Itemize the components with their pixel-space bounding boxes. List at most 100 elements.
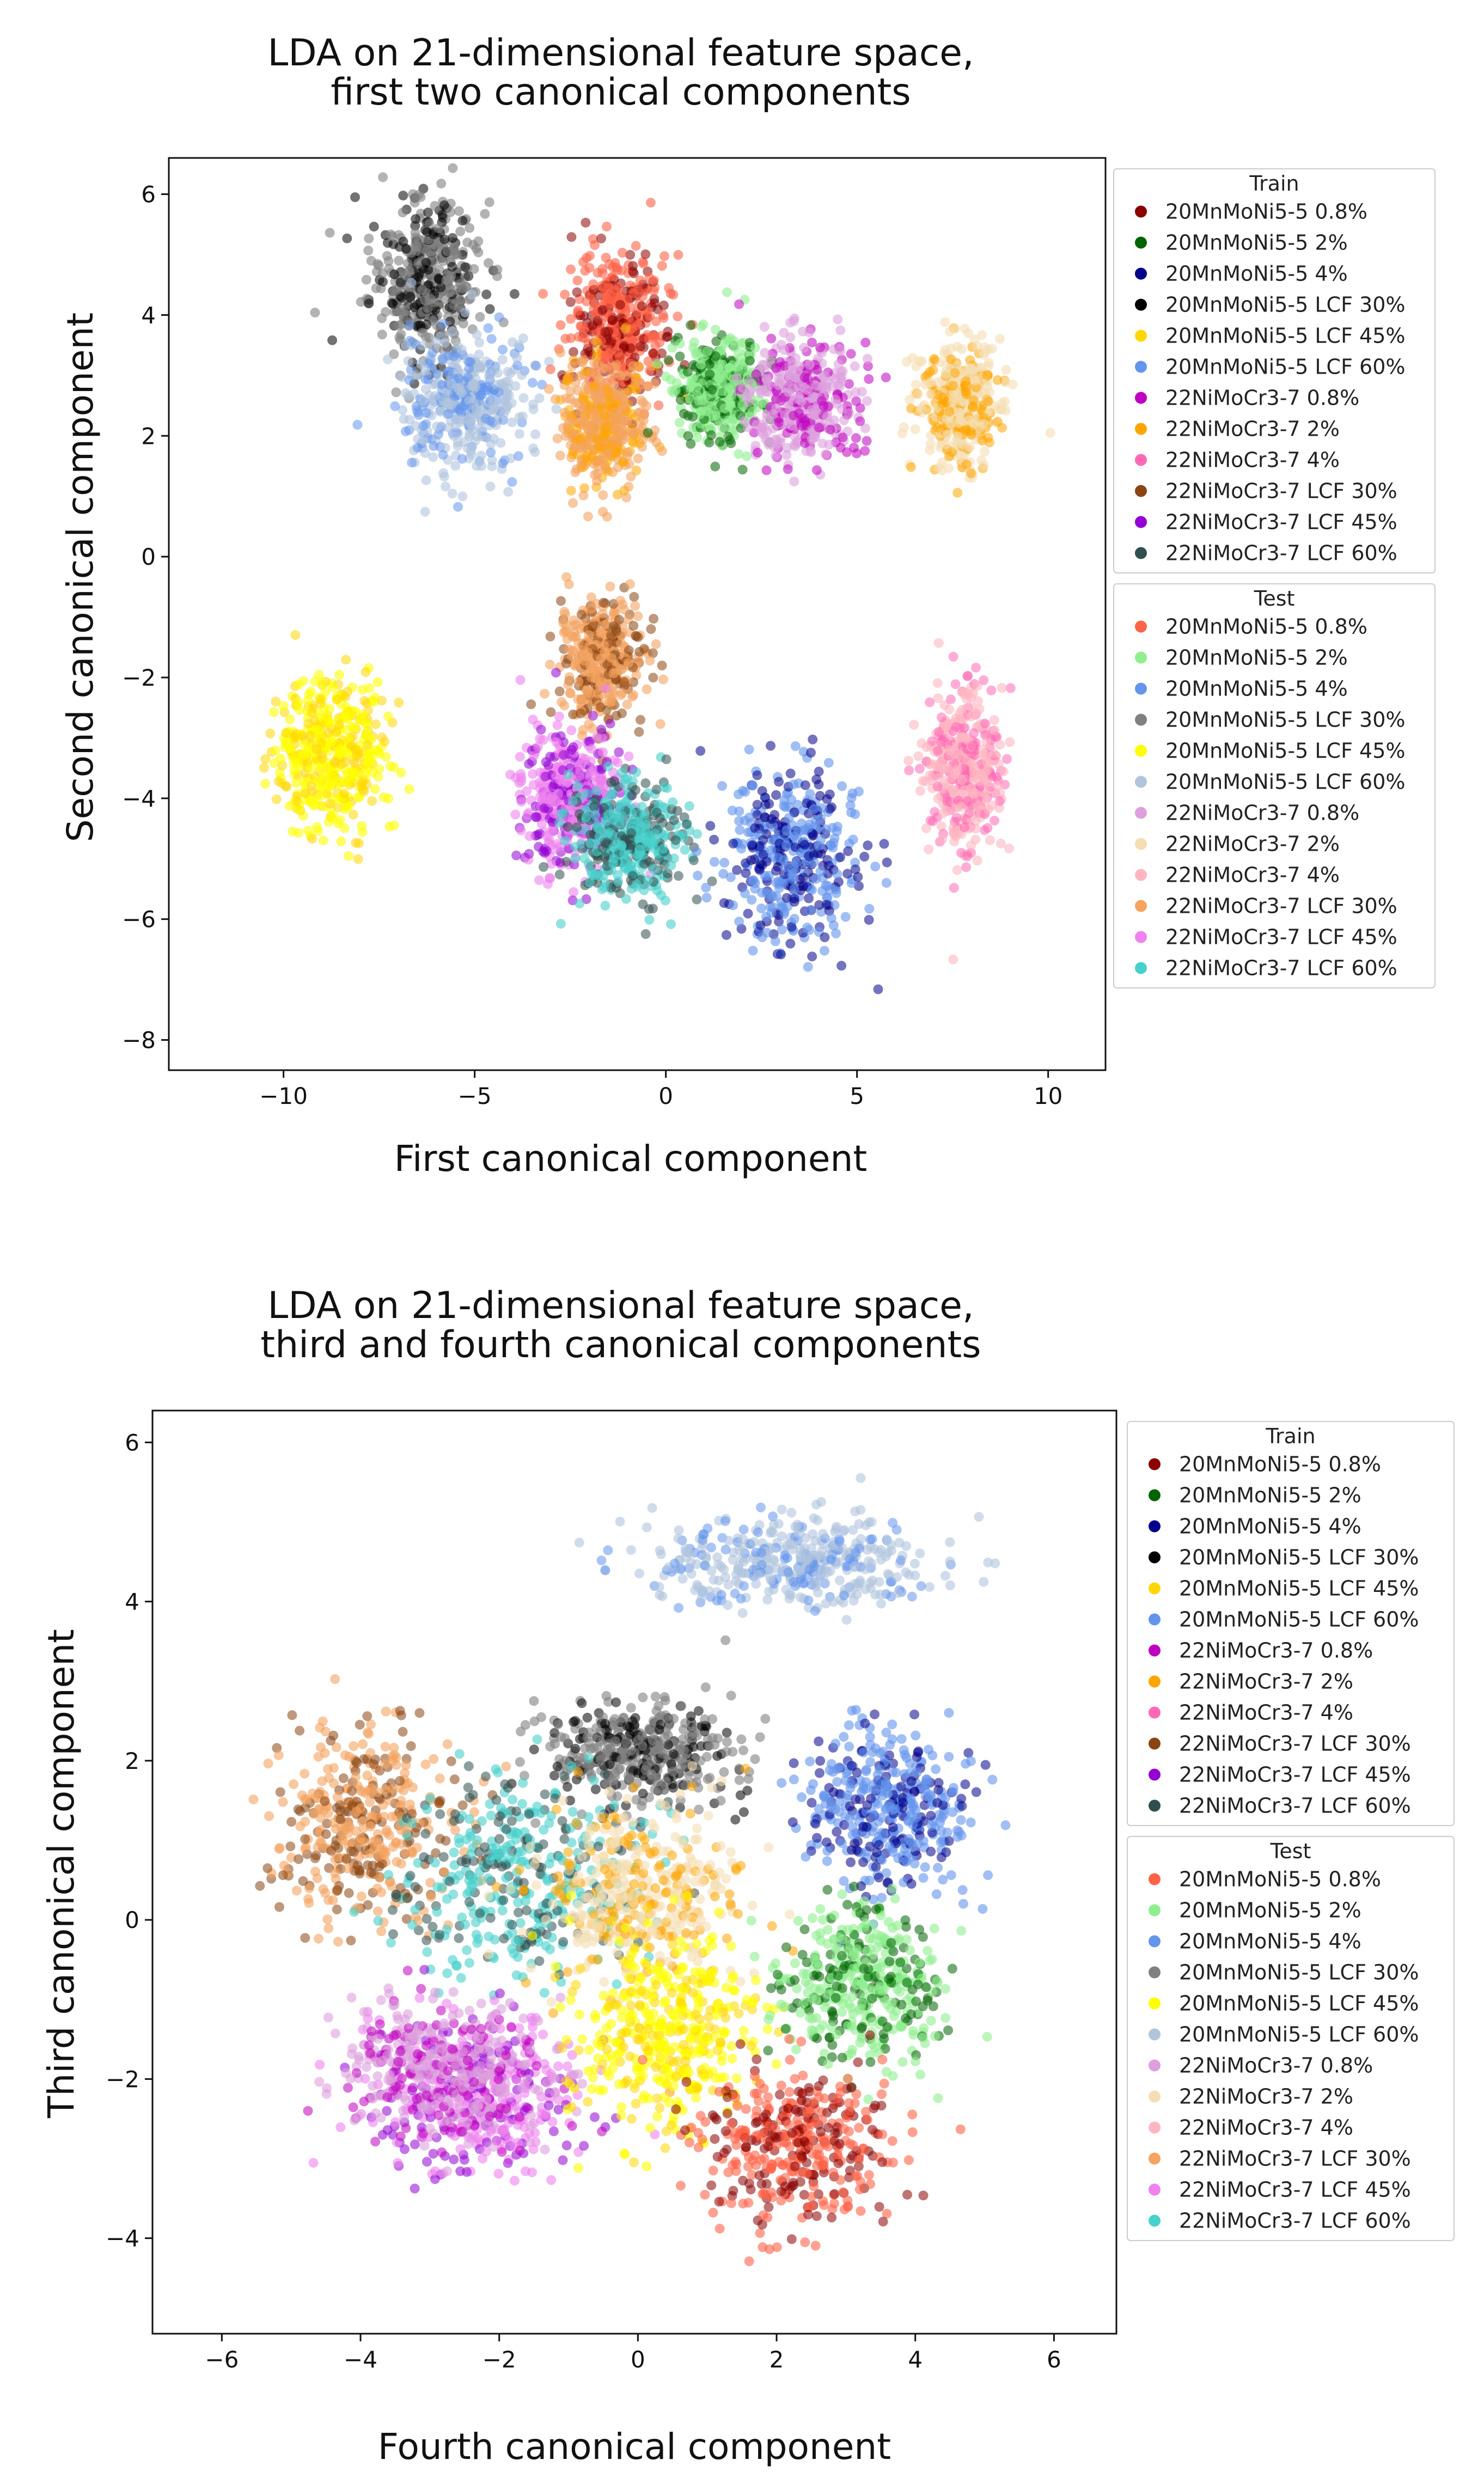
scatter-point [497, 355, 508, 365]
scatter-point [441, 481, 451, 492]
scatter-point [398, 405, 408, 415]
scatter-point [586, 420, 596, 430]
scatter-point [494, 312, 504, 322]
scatter-point [361, 274, 371, 285]
scatter-point [402, 259, 413, 268]
scatter-point [752, 800, 762, 810]
scatter-point [506, 398, 517, 408]
scatter-point [648, 348, 658, 358]
scatter-point [575, 406, 585, 416]
scatter-point [692, 382, 702, 392]
scatter-point [657, 661, 667, 670]
scatter-point [579, 442, 589, 452]
scatter-point [584, 346, 595, 357]
scatter-point [436, 282, 446, 292]
scatter-point [873, 984, 883, 994]
scatter-point [433, 429, 443, 440]
scatter-point [460, 307, 471, 318]
scatter-point [742, 451, 752, 461]
scatter-point [661, 754, 671, 765]
scatter-point [771, 394, 781, 404]
scatter-point [940, 317, 950, 327]
scatter-point [410, 228, 420, 238]
scatter-point [540, 771, 551, 782]
scatter-point [357, 778, 367, 788]
scatter-point [814, 779, 824, 790]
scatter-point [714, 437, 725, 447]
scatter-point [524, 831, 535, 841]
scatter-point [480, 413, 491, 424]
scatter-point [516, 776, 527, 786]
scatter-point [310, 307, 320, 318]
scatter-point [398, 207, 408, 218]
scatter-point [422, 227, 432, 237]
scatter-point [528, 404, 539, 414]
scatter-point [455, 226, 466, 236]
scatter-point [627, 871, 638, 881]
scatter-point [634, 438, 645, 448]
scatter-point [675, 351, 685, 362]
scatter-point [592, 337, 602, 347]
scatter-point [723, 388, 734, 399]
scatter-point [635, 276, 645, 285]
scatter-point [680, 845, 690, 855]
scatter-point [585, 838, 596, 849]
scatter-point [449, 351, 459, 362]
scatter-point [822, 412, 832, 422]
scatter-point [562, 375, 572, 385]
scatter-point [528, 443, 539, 454]
scatter-point [484, 197, 494, 207]
scatter-point [378, 172, 388, 182]
scatter-point [807, 951, 817, 962]
scatter-point [285, 714, 295, 724]
scatter-point [673, 312, 683, 322]
scatter-series [543, 322, 690, 522]
scatter-point [458, 319, 468, 329]
scatter-point [572, 276, 583, 285]
scatter-point [792, 367, 803, 377]
scatter-point [604, 696, 614, 706]
scatter-point [759, 322, 770, 332]
scatter-point [802, 923, 813, 932]
scatter-point [529, 751, 539, 761]
scatter-point [420, 295, 430, 306]
chart1-title-line1: LDA on 21-dimensional feature space, [267, 32, 974, 75]
scatter-point [585, 829, 595, 840]
scatter-point [449, 431, 459, 441]
scatter-point [897, 428, 907, 438]
scatter-point [643, 875, 653, 886]
scatter-point [701, 893, 712, 903]
scatter-point [405, 291, 416, 302]
scatter-series [352, 278, 561, 517]
scatter-series [643, 287, 777, 475]
scatter-point [418, 436, 429, 446]
scatter-point [404, 267, 414, 277]
scatter-point [585, 432, 595, 442]
scatter-point [443, 408, 454, 419]
scatter-point [610, 420, 621, 431]
scatter-point [567, 796, 578, 806]
scatter-point [443, 398, 454, 408]
scatter-point [314, 762, 325, 772]
scatter-point [722, 370, 731, 380]
scatter-point [473, 236, 484, 246]
scatter-point [475, 312, 485, 322]
scatter-point [543, 760, 553, 771]
scatter-point [457, 283, 468, 294]
scatter-point [602, 511, 612, 522]
scatter-point [649, 286, 659, 296]
scatter-point [966, 364, 976, 375]
scatter-point [585, 688, 596, 698]
scatter-point [289, 765, 300, 776]
scatter-point [389, 269, 400, 279]
scatter-point [773, 852, 783, 863]
scatter-point [571, 377, 581, 388]
scatter-point [598, 747, 608, 758]
scatter-point [463, 271, 474, 282]
scatter-point [493, 400, 504, 410]
scatter-point [717, 423, 728, 433]
scatter-point [350, 192, 360, 203]
scatter-point [429, 297, 439, 308]
scatter-point [380, 736, 390, 747]
scatter-point [835, 325, 846, 335]
